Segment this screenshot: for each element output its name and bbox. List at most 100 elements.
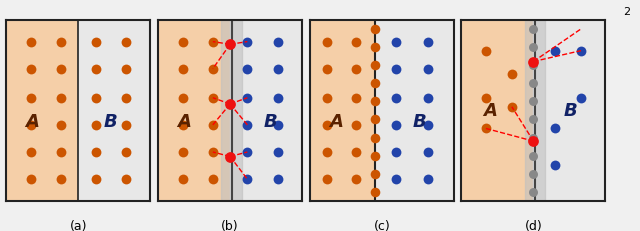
Point: [423, 68, 433, 71]
Text: A: A: [26, 113, 39, 131]
Point: [26, 96, 36, 100]
Point: [243, 96, 253, 100]
Text: 2: 2: [623, 7, 630, 17]
Point: [243, 41, 253, 44]
Text: B: B: [564, 102, 578, 120]
Point: [391, 123, 401, 127]
Point: [207, 96, 218, 100]
Point: [243, 123, 253, 127]
Bar: [310, 21, 374, 201]
Point: [550, 127, 560, 131]
Point: [26, 68, 36, 71]
Point: [529, 136, 539, 140]
Point: [529, 172, 539, 176]
Point: [91, 96, 101, 100]
Point: [391, 177, 401, 181]
Point: [423, 123, 433, 127]
Point: [273, 68, 283, 71]
Point: [26, 41, 36, 44]
Text: A: A: [329, 113, 342, 131]
Point: [56, 96, 67, 100]
Bar: [79, 21, 150, 201]
Point: [369, 136, 380, 140]
Point: [351, 41, 361, 44]
Point: [351, 123, 361, 127]
Point: [351, 177, 361, 181]
Point: [177, 150, 188, 154]
Point: [56, 41, 67, 44]
Point: [529, 64, 539, 68]
Point: [369, 46, 380, 50]
Point: [56, 68, 67, 71]
Point: [529, 46, 539, 50]
Point: [391, 96, 401, 100]
Point: [322, 41, 332, 44]
Point: [91, 41, 101, 44]
Point: [121, 68, 131, 71]
Point: [529, 82, 539, 86]
Point: [121, 123, 131, 127]
Text: (b): (b): [221, 219, 239, 231]
Point: [322, 68, 332, 71]
Text: (d): (d): [525, 219, 542, 231]
Point: [529, 190, 539, 194]
Point: [121, 150, 131, 154]
Bar: [6, 21, 79, 201]
Point: [207, 68, 218, 71]
Point: [507, 105, 517, 109]
Point: [391, 41, 401, 44]
Point: [177, 96, 188, 100]
Point: [91, 123, 101, 127]
Bar: [158, 21, 230, 201]
Bar: [534, 21, 605, 201]
Point: [91, 177, 101, 181]
Point: [322, 150, 332, 154]
Point: [369, 190, 380, 194]
Point: [369, 118, 380, 122]
Point: [225, 155, 236, 159]
Point: [481, 50, 491, 53]
Point: [369, 154, 380, 158]
Point: [529, 154, 539, 158]
Point: [529, 118, 539, 122]
Point: [369, 100, 380, 104]
Point: [369, 82, 380, 86]
Point: [91, 68, 101, 71]
Point: [207, 41, 218, 44]
Bar: [374, 21, 454, 201]
Point: [273, 177, 283, 181]
Point: [243, 150, 253, 154]
Point: [529, 60, 539, 64]
Point: [121, 96, 131, 100]
Point: [391, 150, 401, 154]
Point: [423, 41, 433, 44]
Bar: [230, 21, 302, 201]
Text: B: B: [264, 113, 277, 131]
Text: B: B: [412, 113, 426, 131]
Point: [273, 41, 283, 44]
Point: [273, 123, 283, 127]
Point: [481, 96, 491, 100]
Point: [351, 150, 361, 154]
Point: [273, 96, 283, 100]
Text: B: B: [103, 113, 117, 131]
Point: [481, 127, 491, 131]
Point: [56, 177, 67, 181]
Bar: [525, 21, 545, 201]
Point: [207, 123, 218, 127]
Point: [207, 177, 218, 181]
Point: [273, 150, 283, 154]
Bar: [461, 21, 534, 201]
Point: [225, 103, 236, 106]
Point: [243, 177, 253, 181]
Point: [121, 41, 131, 44]
Point: [26, 177, 36, 181]
Point: [369, 28, 380, 32]
Point: [177, 177, 188, 181]
Point: [322, 123, 332, 127]
Point: [26, 150, 36, 154]
Bar: [221, 21, 242, 201]
Point: [391, 68, 401, 71]
Point: [322, 177, 332, 181]
Point: [423, 150, 433, 154]
